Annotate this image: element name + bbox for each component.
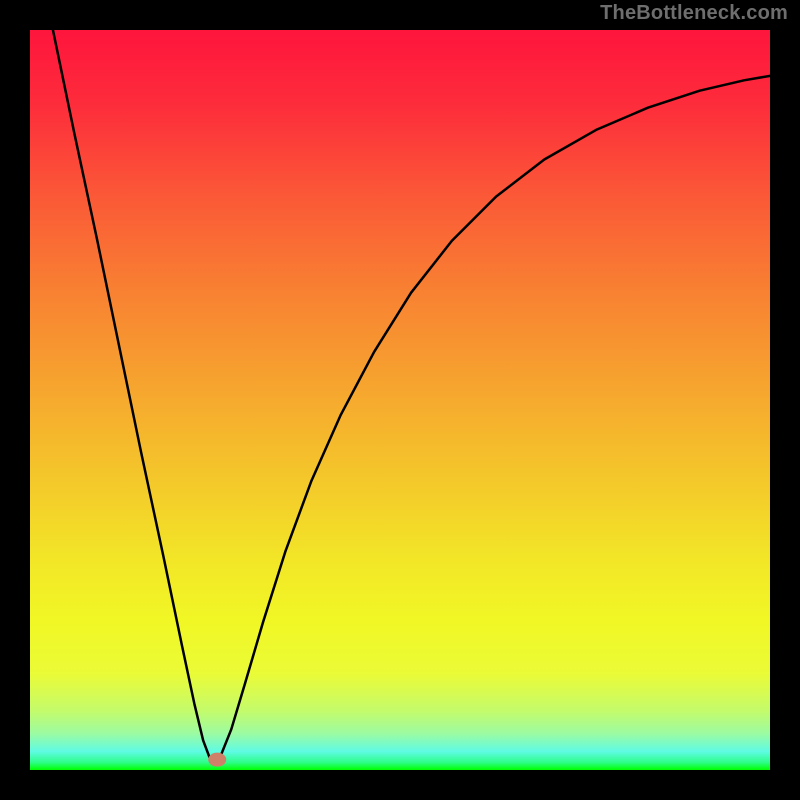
bottleneck-curve-chart: [0, 0, 800, 800]
chart-container: { "meta": { "watermark_text": "TheBottle…: [0, 0, 800, 800]
plot-background-gradient: [30, 30, 770, 770]
watermark-text: TheBottleneck.com: [600, 2, 788, 25]
optimal-point-marker: [208, 753, 226, 767]
